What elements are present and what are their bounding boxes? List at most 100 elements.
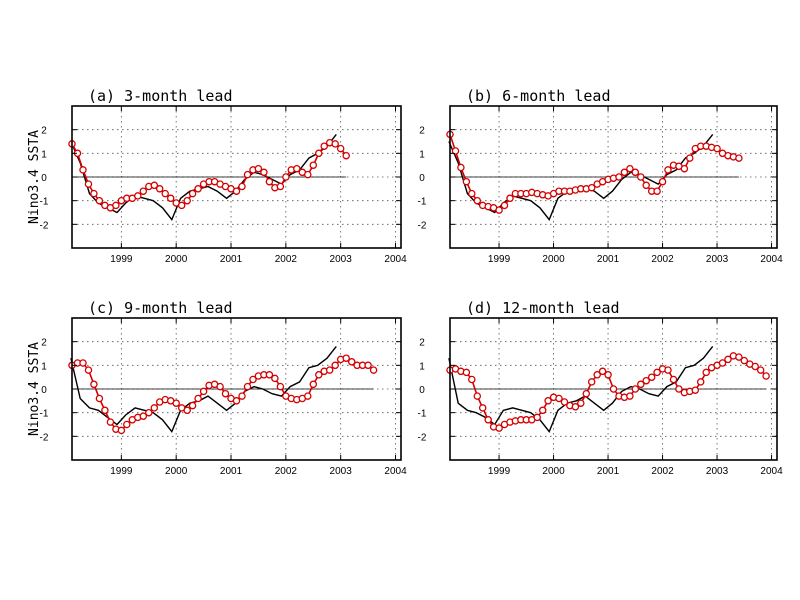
- forecast-point: [620, 168, 629, 177]
- forecast-point: [713, 144, 721, 153]
- forecast-point: [462, 368, 471, 377]
- x-tick-label: 2000: [542, 466, 565, 477]
- forecast-point: [194, 185, 202, 193]
- forecast-point: [587, 378, 596, 386]
- forecast-point: [626, 392, 634, 400]
- forecast-point: [101, 406, 109, 415]
- forecast-point: [604, 371, 612, 379]
- y-tick-label: -2: [418, 432, 427, 443]
- x-tick-label: 2003: [330, 466, 353, 477]
- forecast-point: [304, 170, 312, 179]
- forecast-point: [762, 372, 770, 380]
- forecast-point: [325, 366, 334, 374]
- x-tick-label: 2002: [275, 466, 298, 477]
- forecast-point: [95, 394, 104, 403]
- x-tick-label: 2002: [651, 254, 674, 265]
- x-tick-label: 2004: [760, 254, 783, 265]
- forecast-point: [188, 189, 197, 198]
- forecast-point: [473, 196, 482, 205]
- forecast-point: [495, 206, 503, 214]
- forecast-point: [254, 164, 263, 173]
- forecast-point: [304, 392, 312, 400]
- forecast-point: [150, 181, 159, 190]
- forecast-point: [658, 177, 667, 186]
- forecast-point: [315, 149, 323, 158]
- x-tick-label: 2000: [542, 254, 565, 265]
- forecast-point: [637, 380, 645, 389]
- forecast-point: [675, 385, 683, 393]
- forecast-point: [626, 164, 634, 173]
- panel-title: (b) 6-month lead: [466, 87, 611, 105]
- panel-title: (d) 12-month lead: [466, 299, 620, 317]
- forecast-point: [347, 358, 356, 366]
- forecast-point: [473, 392, 482, 400]
- forecast-point: [139, 412, 148, 420]
- forecast-point: [260, 168, 268, 177]
- y-tick-label: -1: [40, 409, 49, 420]
- forecast-point: [495, 424, 503, 432]
- forecast-point: [243, 170, 252, 179]
- forecast-point: [533, 413, 541, 422]
- y-tick-label: -1: [418, 197, 427, 208]
- forecast-point: [336, 144, 345, 153]
- forecast-point: [468, 375, 476, 384]
- forecast-point: [664, 166, 672, 174]
- forecast-point: [238, 182, 246, 191]
- y-tick-label: 0: [41, 173, 47, 184]
- forecast-point: [751, 362, 759, 371]
- panel-title: (a) 3-month lead: [88, 87, 233, 105]
- forecast-point: [216, 382, 224, 391]
- forecast-point: [593, 371, 601, 379]
- y-axis-label: Nino3.4 SSTA: [27, 342, 42, 436]
- forecast-point: [577, 399, 585, 407]
- panel-2: 1999 2000 2001 2002 2003 2004 -2 -1 0 1 2 (b) 6-mon…: [418, 87, 784, 265]
- forecast-point: [631, 168, 640, 177]
- forecast-point: [232, 397, 241, 405]
- forecast-point: [615, 173, 623, 181]
- forecast-point: [123, 420, 131, 429]
- x-tick-label: 2004: [760, 466, 783, 477]
- y-tick-label: 1: [419, 149, 425, 160]
- forecast-point: [669, 375, 678, 384]
- forecast-point: [145, 408, 153, 417]
- forecast-point: [637, 173, 645, 181]
- forecast-point: [84, 180, 93, 188]
- forecast-point: [506, 194, 514, 203]
- forecast-point: [653, 368, 661, 377]
- forecast-point: [331, 361, 339, 370]
- y-tick-label: -2: [40, 220, 49, 231]
- forecast-point: [232, 187, 241, 195]
- forecast-point: [484, 416, 492, 424]
- y-tick-label: 2: [41, 338, 47, 349]
- forecast-point: [79, 359, 87, 367]
- x-tick-label: 1999: [488, 466, 511, 477]
- y-tick-label: 2: [41, 126, 47, 137]
- forecast-point: [166, 194, 175, 203]
- y-tick-label: -2: [418, 220, 427, 231]
- forecast-point: [276, 182, 285, 191]
- forecast-point: [309, 380, 318, 389]
- y-tick-label: 0: [419, 173, 425, 184]
- y-tick-label: -1: [40, 197, 49, 208]
- forecast-point: [680, 164, 689, 173]
- forecast-point: [451, 147, 460, 155]
- forecast-point: [309, 161, 318, 169]
- forecast-point: [696, 378, 705, 386]
- forecast-point: [265, 177, 274, 186]
- forecast-point: [265, 371, 274, 379]
- y-tick-label: 1: [419, 361, 425, 372]
- x-tick-label: 2000: [165, 254, 188, 265]
- x-tick-label: 2000: [165, 466, 188, 477]
- forecast-point: [724, 355, 732, 364]
- forecast-point: [106, 418, 115, 426]
- forecast-point: [642, 376, 650, 385]
- y-tick-label: 0: [41, 385, 47, 396]
- x-tick-label: 2003: [330, 254, 353, 265]
- forecast-point: [134, 192, 142, 200]
- forecast-point: [609, 385, 618, 393]
- forecast-point: [653, 187, 661, 195]
- forecast-point: [538, 406, 547, 415]
- panel-1: 1999 2000 2001 2002 2003 2004 -2 -1 0 1 2 (a) 3-mon…: [27, 87, 407, 265]
- forecast-point: [718, 359, 727, 367]
